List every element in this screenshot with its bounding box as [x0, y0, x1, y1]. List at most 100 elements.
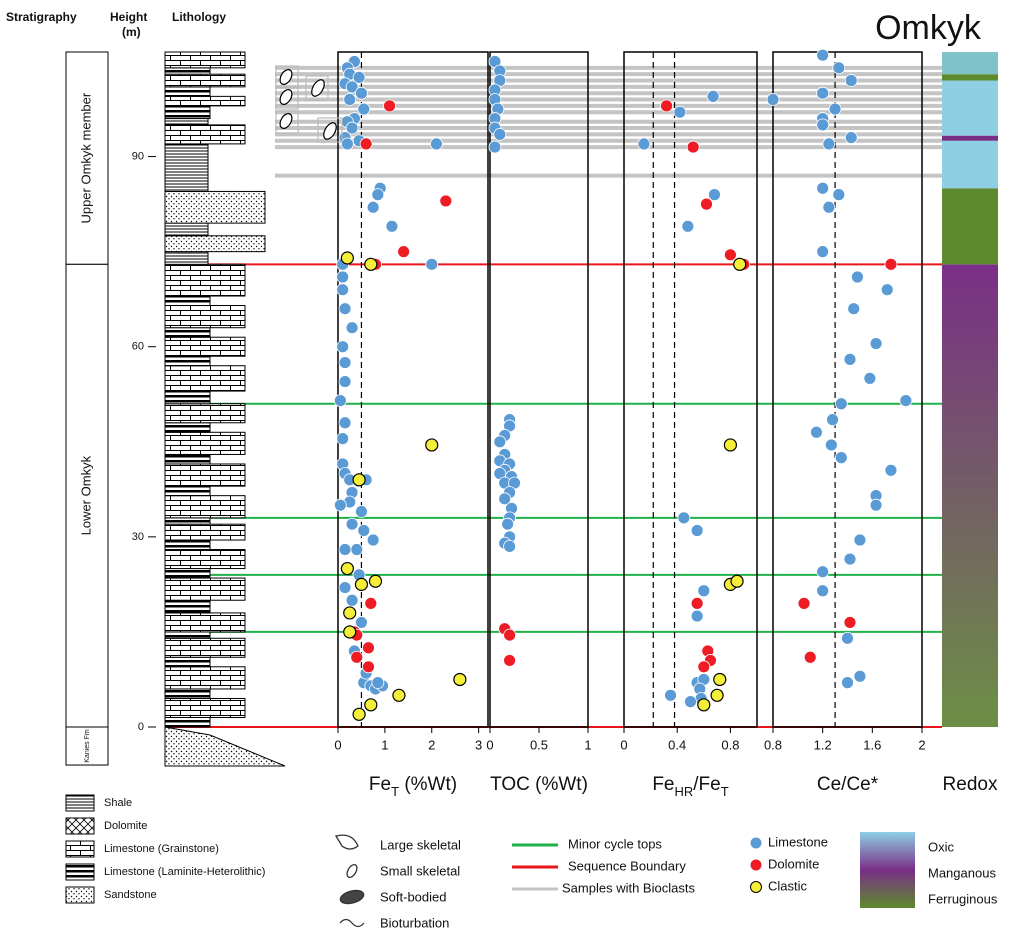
x-axis-label: FeHR/FeT: [652, 774, 728, 799]
redox-interval: [942, 141, 998, 189]
data-point: [337, 341, 349, 353]
data-point: [337, 433, 349, 445]
data-point: [339, 544, 351, 556]
data-point: [367, 534, 379, 546]
data-point: [353, 708, 365, 720]
x-tick-label: 0: [486, 737, 493, 752]
data-point: [398, 246, 410, 258]
data-point: [851, 271, 863, 283]
lithology-legend-label: Sandstone: [104, 889, 157, 901]
horizon-legend-label: Sequence Boundary: [568, 858, 686, 873]
data-point: [346, 322, 358, 334]
bed: [165, 638, 245, 657]
x-axis-label-part: Fe: [652, 774, 674, 795]
data-point: [817, 182, 829, 194]
data-point: [674, 106, 686, 118]
data-point: [372, 677, 384, 689]
x-tick-label: 1: [584, 737, 591, 752]
symbol-legend-icons: [336, 835, 365, 926]
x-tick-label: 0: [334, 737, 341, 752]
bed: [165, 667, 245, 689]
data-point: [823, 138, 835, 150]
x-tick-label: 0.8: [721, 737, 739, 752]
bed: [165, 68, 210, 74]
x-tick-label: 0: [620, 737, 627, 752]
data-point: [731, 575, 743, 587]
sample-legend-label: Limestone: [768, 834, 828, 849]
data-point: [346, 594, 358, 606]
data-point: [355, 578, 367, 590]
bed: [165, 578, 245, 600]
data-point: [351, 544, 363, 556]
bed: [165, 223, 208, 236]
data-point: [817, 119, 829, 131]
data-point: [341, 252, 353, 264]
x-axis-label-part: (%Wt): [399, 774, 457, 795]
data-point: [339, 376, 351, 388]
x-axis-label: FeT (%Wt): [369, 774, 457, 799]
data-point: [833, 189, 845, 201]
data-point: [367, 201, 379, 213]
data-point: [845, 75, 857, 87]
x-axis-label: TOC (%Wt): [490, 774, 588, 795]
horizon-legend-label: Minor cycle tops: [568, 836, 662, 851]
data-point: [829, 103, 841, 115]
redox-interval: [942, 188, 998, 264]
data-point: [355, 506, 367, 518]
data-point: [708, 189, 720, 201]
bed: [165, 337, 245, 356]
data-point: [864, 372, 876, 384]
data-point: [885, 464, 897, 476]
redox-legend-label: Oxic: [928, 839, 955, 854]
bed: [165, 391, 210, 404]
data-point: [370, 575, 382, 587]
symbol-legend-label: Bioturbation: [380, 915, 449, 930]
data-point: [504, 629, 516, 641]
bed: [165, 464, 245, 486]
data-point: [870, 499, 882, 511]
x-tick-label: 0.4: [668, 737, 686, 752]
data-point: [691, 525, 703, 537]
bed: [165, 191, 265, 223]
x-tick-label: 0.8: [764, 737, 782, 752]
data-point: [707, 90, 719, 102]
lithology-legend-label: Dolomite: [104, 820, 147, 832]
data-point: [817, 246, 829, 258]
horizons: [165, 68, 942, 727]
data-point: [339, 582, 351, 594]
data-point: [900, 395, 912, 407]
horizon-legend-label: Samples with Bioclasts: [562, 880, 695, 895]
data-point: [734, 258, 746, 270]
x-axis-label-part: T: [721, 784, 729, 799]
data-point: [494, 128, 506, 140]
x-axis-label-part: Fe: [369, 774, 391, 795]
data-point: [823, 201, 835, 213]
unit-label: Upper Omkyk member: [78, 92, 93, 223]
data-point: [827, 414, 839, 426]
bed: [165, 423, 210, 433]
data-point: [430, 138, 442, 150]
x-tick-label: 2: [428, 737, 435, 752]
data-point: [835, 398, 847, 410]
data-point: [767, 94, 779, 106]
data-point: [362, 642, 374, 654]
data-point: [848, 303, 860, 315]
redox-interval: [942, 74, 998, 80]
bed: [165, 600, 210, 613]
data-point: [844, 353, 856, 365]
data-point: [698, 585, 710, 597]
data-point: [504, 540, 516, 552]
bed: [165, 306, 245, 328]
redox-interval: [942, 264, 998, 727]
header-height-unit: (m): [122, 25, 141, 39]
bed: [165, 366, 245, 391]
data-point: [344, 94, 356, 106]
bed: [165, 144, 208, 192]
data-point: [817, 585, 829, 597]
data-point: [393, 689, 405, 701]
data-point: [698, 661, 710, 673]
bed: [165, 74, 245, 87]
bed: [165, 632, 210, 638]
data-point: [334, 499, 346, 511]
bed: [165, 106, 210, 119]
